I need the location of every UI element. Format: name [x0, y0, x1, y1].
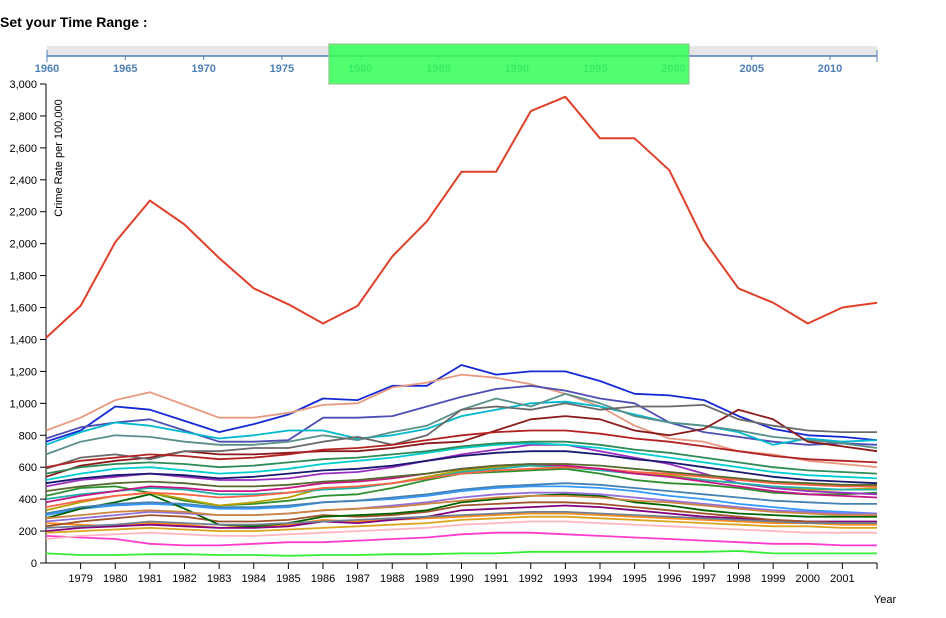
series-lines: [45, 95, 878, 557]
y-tick-label: 2,000: [9, 239, 37, 251]
y-tick-label: 2,200: [9, 207, 37, 219]
x-tick-label: 1986: [311, 573, 335, 585]
page-title: Set your Time Range :: [0, 14, 148, 30]
y-tick-label: 2,600: [9, 143, 37, 155]
y-tick-label: 2,800: [9, 111, 37, 123]
y-tick-label: 200: [19, 526, 37, 538]
series-line[interactable]: [45, 464, 877, 500]
series-line[interactable]: [45, 392, 878, 456]
y-tick-label: 600: [19, 462, 37, 474]
series-line[interactable]: [45, 408, 878, 478]
x-tick-label: 1988: [380, 573, 404, 585]
series-line[interactable]: [45, 515, 877, 534]
x-tick-label: 1990: [449, 573, 473, 585]
y-axis: 0 200 400 600 800 1,000 1,200 1,400 1,600 1,800 2,…: [9, 79, 47, 570]
series-line[interactable]: [45, 512, 877, 529]
y-tick-label: 2,400: [9, 175, 37, 187]
series-line[interactable]: [45, 402, 877, 470]
x-tick-label: 1979: [68, 573, 92, 585]
series-line[interactable]: [45, 482, 877, 515]
y-tick-label: 800: [19, 430, 37, 442]
y-tick-label: 3,000: [9, 79, 37, 91]
x-tick-label: 1994: [588, 573, 612, 585]
series-line[interactable]: [45, 511, 877, 529]
series-line[interactable]: [45, 501, 877, 528]
y-tick-label: 1,800: [9, 271, 37, 283]
x-tick-label: 1995: [622, 573, 646, 585]
series-line[interactable]: [45, 429, 878, 469]
x-tick-label: 1991: [484, 573, 508, 585]
x-tick-label: 1996: [657, 573, 681, 585]
y-tick-label: 1,200: [9, 366, 37, 378]
brush-tick-label: 1965: [113, 63, 137, 75]
x-tick-label: 1981: [138, 573, 162, 585]
y-tick-label: 400: [19, 494, 37, 506]
y-tick-label: 1,000: [9, 398, 37, 410]
series-line[interactable]: [45, 95, 878, 339]
brush-tick-label: 1975: [270, 63, 294, 75]
y-axis-label: Crime Rate per 100,000: [53, 99, 65, 216]
x-axis-label: Year: [874, 594, 897, 606]
x-tick-label: 1993: [553, 573, 577, 585]
x-axis: 1979 1980 1981 1982 1983 1984 1985 1986 1987 1988…: [46, 562, 878, 585]
x-tick-label: 1998: [726, 573, 750, 585]
series-line[interactable]: [45, 466, 877, 508]
series-line[interactable]: [45, 364, 878, 443]
series-line[interactable]: [45, 485, 878, 516]
brush-selection[interactable]: [328, 43, 690, 85]
series-line[interactable]: [45, 384, 878, 446]
series-line[interactable]: [45, 550, 877, 557]
brush-tick-label: 2010: [818, 63, 842, 75]
series-line[interactable]: [45, 531, 877, 547]
series-line[interactable]: [45, 442, 878, 481]
time-range-brush[interactable]: 1960196519701975198019851990199520002005…: [0, 40, 946, 88]
y-tick-label: 1,600: [9, 303, 37, 315]
x-tick-label: 1992: [519, 573, 543, 585]
x-tick-label: 1985: [276, 573, 300, 585]
x-tick-label: 1999: [761, 573, 785, 585]
x-tick-label: 1982: [172, 573, 196, 585]
series-line[interactable]: [45, 491, 877, 523]
series-line[interactable]: [45, 504, 877, 532]
series-line[interactable]: [45, 493, 877, 528]
series-line[interactable]: [45, 495, 877, 520]
x-tick-label: 1987: [345, 573, 369, 585]
series-line[interactable]: [45, 450, 878, 485]
brush-tick-label: 1960: [35, 63, 59, 75]
brush-tick-label: 1970: [191, 63, 215, 75]
series-line[interactable]: [45, 440, 878, 475]
series-line[interactable]: [45, 520, 877, 540]
x-tick-label: 2000: [796, 573, 820, 585]
x-tick-label: 1983: [207, 573, 231, 585]
y-tick-label: 1,400: [9, 334, 37, 346]
x-tick-label: 1984: [242, 573, 266, 585]
series-line[interactable]: [45, 463, 877, 492]
series-line[interactable]: [45, 400, 878, 446]
x-tick-label: 2001: [830, 573, 854, 585]
x-tick-label: 1997: [692, 573, 716, 585]
x-tick-label: 1989: [415, 573, 439, 585]
x-tick-label: 1980: [103, 573, 127, 585]
brush-tick-label: 2005: [739, 63, 763, 75]
y-tick-label: 0: [31, 558, 37, 570]
